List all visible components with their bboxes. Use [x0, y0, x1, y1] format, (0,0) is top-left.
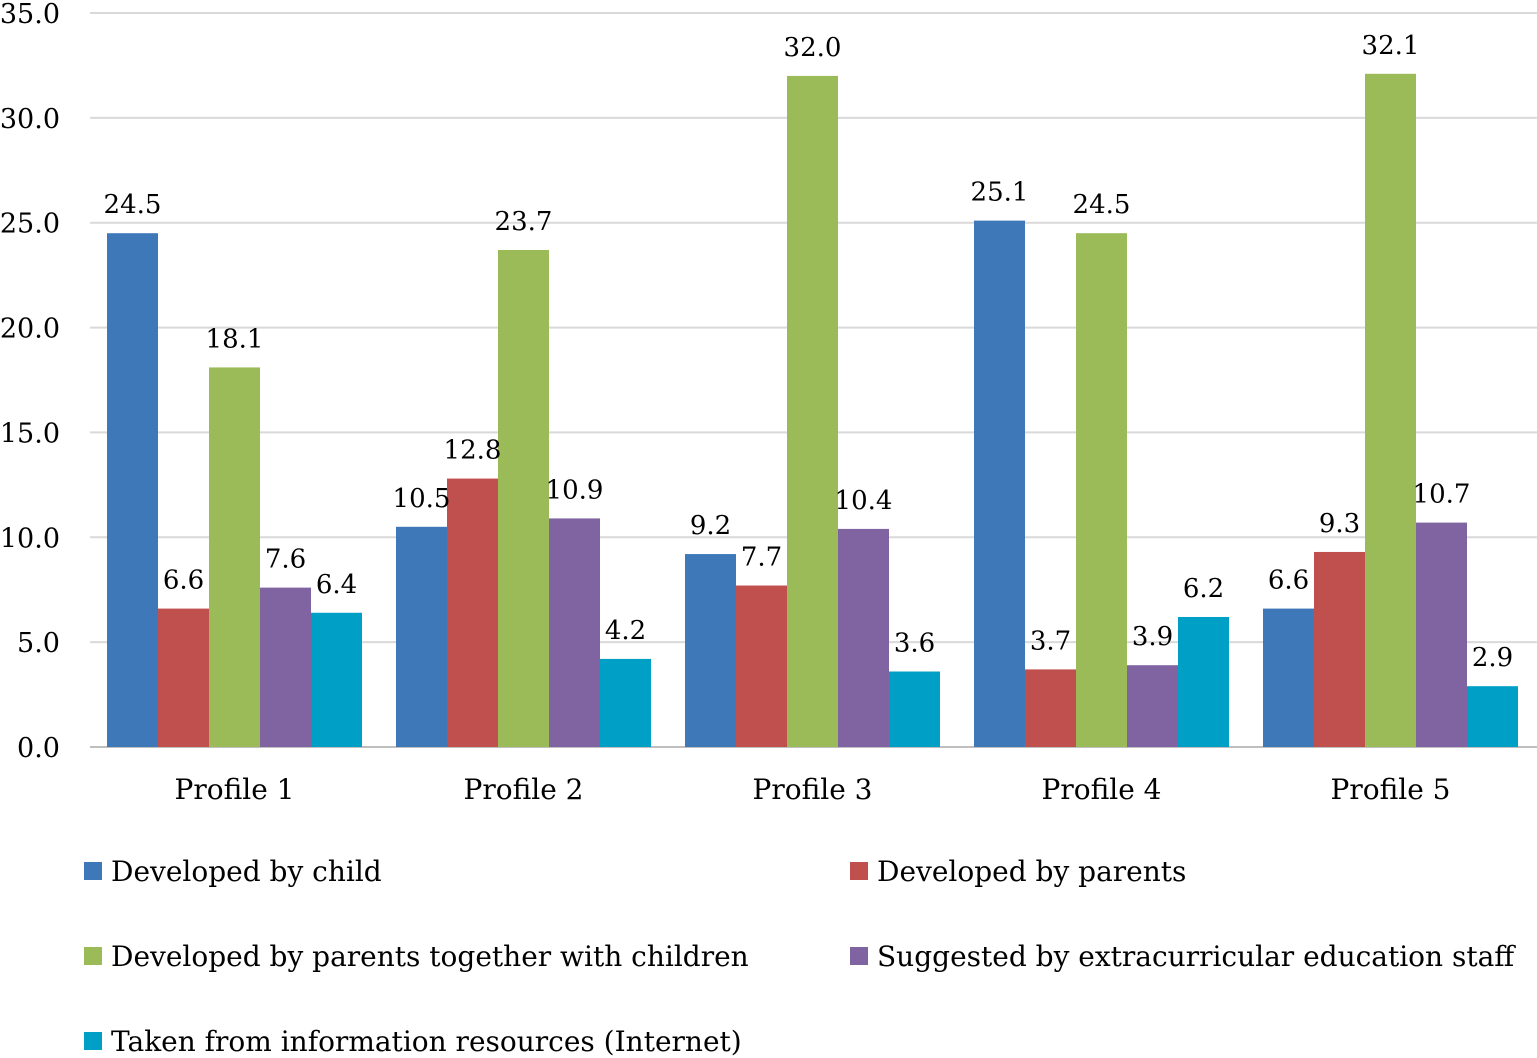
- bar-1-3: [209, 367, 260, 747]
- y-tick-label: 0.0: [17, 733, 60, 764]
- x-tick-label: Profile 4: [1042, 773, 1162, 806]
- x-tick-label: Profile 5: [1331, 773, 1451, 806]
- data-label: 12.8: [444, 436, 502, 466]
- data-label: 25.1: [971, 178, 1029, 208]
- bar-5-1: [1263, 608, 1314, 747]
- legend-label: Developed by parents: [877, 855, 1186, 888]
- bar-4-3: [1076, 233, 1127, 747]
- data-label: 32.0: [784, 33, 842, 63]
- bar-4-2: [1025, 669, 1076, 747]
- y-axis-ticks: 0.0 5.0 10.0 15.0 20.0 25.0 30.0 35.0: [0, 0, 60, 764]
- bar-2-4: [549, 518, 600, 747]
- bar-3-2: [736, 585, 787, 747]
- legend-label: Taken from information resources (Intern…: [111, 1025, 742, 1058]
- bar-5-3: [1365, 73, 1416, 748]
- bar-2-2: [447, 478, 498, 747]
- data-labels: 24.5 6.6 18.1 7.6 6.4 10.5 12.8 23.7 10.9 4.2 9.2 7…: [104, 31, 1514, 673]
- data-label: 6.6: [1268, 566, 1309, 596]
- data-label: 24.5: [1073, 190, 1131, 220]
- bar-4-1: [974, 220, 1025, 748]
- y-tick-label: 30.0: [0, 104, 60, 135]
- x-tick-label: Profile 1: [175, 773, 295, 806]
- y-tick-label: 35.0: [0, 0, 60, 30]
- data-label: 10.5: [393, 484, 451, 514]
- bar-3-3: [787, 75, 838, 747]
- y-tick-label: 20.0: [0, 314, 60, 345]
- data-label: 32.1: [1362, 31, 1420, 61]
- bar-4-4: [1127, 665, 1178, 747]
- data-label: 4.2: [605, 616, 646, 646]
- bar-1-2: [158, 608, 209, 747]
- data-label: 9.3: [1319, 509, 1360, 539]
- legend-label: Suggested by extracurricular education s…: [877, 940, 1516, 973]
- bar-2-5: [600, 658, 651, 747]
- legend-swatch: [84, 1032, 102, 1050]
- x-tick-label: Profile 2: [464, 773, 584, 806]
- bar-3-5: [889, 671, 940, 747]
- data-label: 7.6: [265, 545, 306, 575]
- data-label: 6.2: [1183, 574, 1224, 604]
- legend-label: Developed by child: [111, 855, 382, 888]
- data-label: 18.1: [206, 324, 264, 354]
- bar-5-4: [1416, 522, 1467, 747]
- bar-5-5: [1467, 686, 1518, 747]
- bar-2-3: [498, 249, 549, 747]
- data-label: 7.7: [741, 543, 782, 573]
- data-label: 6.4: [316, 570, 357, 600]
- bar-3-4: [838, 528, 889, 747]
- bar-3-1: [685, 554, 736, 747]
- data-label: 10.7: [1413, 480, 1471, 510]
- legend-swatch: [84, 947, 102, 965]
- legend-swatch: [850, 947, 868, 965]
- legend-swatch: [850, 862, 868, 880]
- bar-1-4: [260, 587, 311, 747]
- data-label: 10.9: [546, 475, 604, 505]
- data-label: 10.4: [835, 486, 893, 516]
- bar-1-5: [311, 612, 362, 747]
- data-label: 3.6: [894, 629, 935, 659]
- x-tick-label: Profile 3: [753, 773, 873, 806]
- bar-1-1: [107, 233, 158, 747]
- legend: Developed by child Developed by parents De…: [84, 855, 1516, 1058]
- data-label: 23.7: [495, 207, 553, 237]
- y-tick-label: 5.0: [17, 628, 60, 659]
- y-tick-label: 10.0: [0, 523, 60, 554]
- bar-5-2: [1314, 551, 1365, 747]
- data-label: 6.6: [163, 566, 204, 596]
- legend-label: Developed by parents together with child…: [111, 940, 749, 973]
- bars: [107, 73, 1518, 748]
- data-label: 3.7: [1030, 626, 1071, 656]
- data-label: 3.9: [1132, 622, 1173, 652]
- data-label: 2.9: [1472, 643, 1513, 673]
- data-label: 24.5: [104, 190, 162, 220]
- data-label: 9.2: [690, 511, 731, 541]
- y-tick-label: 25.0: [0, 209, 60, 240]
- x-axis-ticks: Profile 1 Profile 2 Profile 3 Profile 4 Prof…: [175, 773, 1451, 806]
- legend-swatch: [84, 862, 102, 880]
- bar-2-1: [396, 526, 447, 747]
- y-tick-label: 15.0: [0, 418, 60, 449]
- bar-4-5: [1178, 616, 1229, 747]
